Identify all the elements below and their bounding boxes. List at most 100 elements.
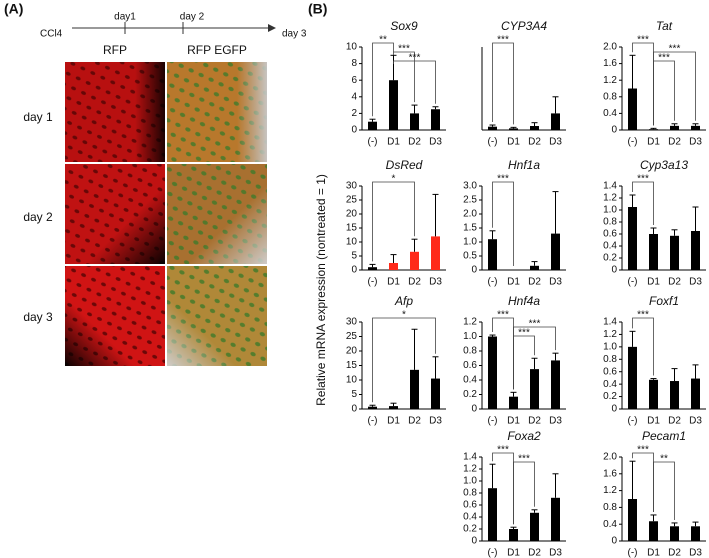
bar [530,126,539,130]
y-tick-label: 0 [471,536,477,547]
x-tick-label: D2 [528,416,541,427]
significance-bracket [492,181,514,266]
x-tick-label: D2 [408,416,421,427]
x-tick-label: D3 [689,548,702,558]
y-tick-label: 0 [611,404,617,415]
bar [551,113,560,130]
x-tick-label: (-) [488,548,498,558]
y-tick-label: 15 [346,223,358,234]
significance-label: ** [660,454,668,465]
x-tick-label: D2 [408,277,421,288]
y-tick-label: 2.5 [463,195,477,206]
bar [691,231,700,270]
y-tick-label: 0.4 [603,241,617,252]
y-tick-label: 0.4 [463,512,477,523]
x-tick-label: (-) [628,137,638,148]
y-tick-label: 0.2 [463,389,477,400]
y-tick-label: 0.8 [603,354,617,365]
x-tick-label: (-) [368,416,378,427]
x-tick-label: D1 [387,137,400,148]
bar [410,369,419,409]
y-tick-label: 1.0 [463,237,477,248]
significance-label: *** [398,44,410,55]
y-tick-label: 0 [351,125,357,136]
significance-bracket [492,42,514,125]
significance-label: *** [637,35,649,46]
significance-bracket [393,60,436,104]
bar [551,497,560,541]
x-tick-label: D3 [689,137,702,148]
bar [431,109,440,130]
y-tick-label: 1.6 [603,468,617,479]
y-tick-label: 0.4 [603,108,617,119]
y-tick-label: 2.0 [603,452,617,463]
bar [649,379,658,409]
bar [488,488,497,541]
significance-bracket [632,181,654,225]
y-axis-label: Relative mRNA expression (nontreated = 1… [314,174,328,406]
bar [368,267,377,270]
y-tick-label: 10 [346,237,358,248]
bar [670,381,679,409]
y-tick-label: 0.6 [463,500,477,511]
y-tick-label: 1.0 [463,331,477,342]
bar [691,125,700,130]
y-tick-label: 30 [346,181,358,192]
y-tick-label: 30 [346,317,358,328]
significance-bracket [372,42,394,117]
significance-label: ** [379,35,387,46]
y-tick-label: 6 [351,75,357,86]
y-tick-label: 0.8 [603,91,617,102]
x-tick-label: D2 [528,137,541,148]
significance-label: *** [518,328,530,339]
bar [389,406,398,409]
x-tick-label: D3 [689,416,702,427]
chart-title: Tat [656,19,673,33]
x-tick-label: D2 [668,548,681,558]
chart-title: CYP3A4 [501,19,547,33]
y-tick-label: 10 [346,375,358,386]
x-tick-label: (-) [628,277,638,288]
y-tick-label: 0 [611,536,617,547]
significance-label: *** [637,310,649,321]
significance-label: *** [529,319,541,330]
micrographs [65,62,267,366]
y-tick-label: 15 [346,360,358,371]
chart-title: Pecam1 [642,429,686,443]
y-tick-label: 2.0 [463,209,477,220]
timeline-mark: day 2 [180,12,205,23]
y-tick-label: 1.4 [603,317,617,328]
significance-bracket [393,51,415,103]
chart-title: Afp [394,294,413,308]
row-label: day 2 [23,210,53,224]
x-tick-label: D2 [528,548,541,558]
y-tick-label: 1.0 [603,341,617,352]
bar [649,234,658,270]
bar [431,378,440,409]
bar [670,526,679,541]
y-tick-label: 20 [346,346,358,357]
x-tick-label: (-) [368,137,378,148]
x-tick-label: D3 [429,416,442,427]
x-tick-label: D1 [507,416,520,427]
y-tick-label: 0 [611,265,617,276]
y-tick-label: 0 [351,404,357,415]
bar [410,113,419,130]
y-tick-label: 2.0 [603,42,617,53]
significance-bracket [513,461,535,525]
y-tick-label: 1.2 [603,485,617,496]
chart-title: Sox9 [390,19,418,33]
y-tick-label: 0 [611,125,617,136]
bar [691,378,700,409]
x-tick-label: D3 [689,277,702,288]
row-label: day 1 [23,110,53,124]
significance-label: *** [409,53,421,64]
significance-bracket [632,317,654,376]
significance-bracket [372,181,415,262]
bar [368,406,377,409]
y-tick-label: 0.4 [463,375,477,386]
chart-title: Foxa2 [507,429,541,443]
significance-label: *** [497,310,509,321]
y-tick-label: 1.0 [463,476,477,487]
x-tick-label: D1 [647,548,660,558]
